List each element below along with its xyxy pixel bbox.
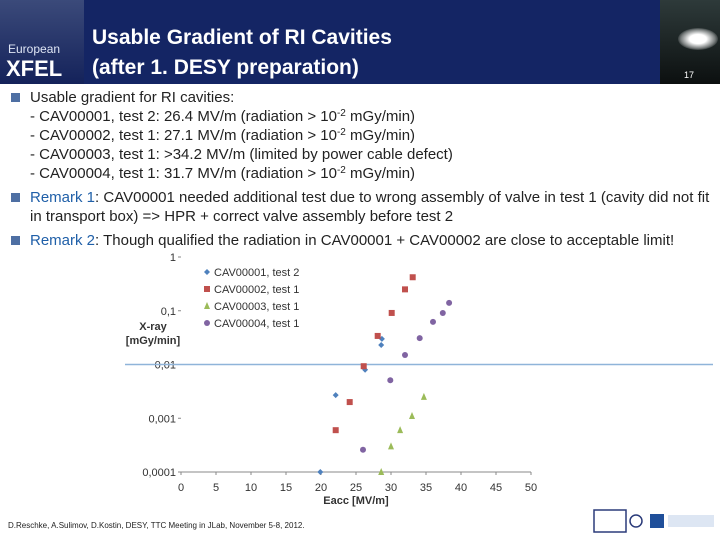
point	[388, 309, 395, 316]
x-tick-label: 5	[213, 482, 219, 494]
line-text: mGy/min)	[345, 127, 416, 144]
point	[409, 274, 416, 281]
legend-marker	[204, 269, 210, 275]
y-axis-label: X-ray	[139, 321, 167, 333]
bullets: Usable gradient for RI cavities: - CAV000…	[10, 88, 710, 255]
legend-marker	[204, 320, 210, 326]
logo: European XFEL	[0, 0, 84, 84]
sub-line: - CAV00002, test 1: 27.1 MV/m (radiation…	[30, 126, 710, 145]
x-tick-label: 40	[455, 482, 467, 494]
legend-marker	[204, 302, 210, 309]
y-tick-label: 0,1	[161, 306, 176, 318]
superscript: -2	[336, 127, 346, 138]
title-line: Usable Gradient of RI Cavities	[92, 26, 392, 49]
point	[378, 468, 385, 475]
superscript: -2	[336, 165, 346, 176]
line-text: mGy/min)	[345, 165, 416, 182]
point	[332, 392, 339, 399]
x-tick-label: 10	[245, 482, 257, 494]
sub-line: - CAV00004, test 1: 31.7 MV/m (radiation…	[30, 164, 710, 183]
x-tick-label: 35	[420, 482, 432, 494]
point	[416, 335, 423, 342]
footer: D.Reschke, A.Sulimov, D.Kostin, DESY, TT…	[8, 521, 305, 530]
x-tick-label: 20	[315, 482, 327, 494]
x-tick-label: 50	[525, 482, 537, 494]
bullet-text: : CAV00001 needed additional test due to…	[30, 189, 710, 225]
line-text: - CAV00002, test 1: 27.1 MV/m (radiation…	[30, 127, 337, 144]
page-number: 17	[684, 70, 695, 80]
logo-top: European	[8, 42, 61, 56]
title-line: (after 1. DESY preparation)	[92, 56, 359, 79]
remark-label: Remark 2	[30, 232, 96, 249]
legend-label: CAV00002, test 1	[214, 284, 299, 296]
y-tick-label: 1	[170, 252, 176, 264]
bullet: Usable gradient for RI cavities: - CAV000…	[10, 88, 710, 183]
line-text: - CAV00003, test 1: >34.2 MV/m (limited …	[30, 146, 453, 163]
point	[378, 342, 385, 349]
sub-line: - CAV00001, test 2: 26.4 MV/m (radiation…	[30, 107, 710, 126]
bullet-marker	[11, 93, 20, 102]
logo-band	[668, 515, 714, 527]
y-axis-label: [mGy/min]	[126, 335, 181, 347]
y-tick-label: 0,01	[155, 360, 176, 372]
point	[409, 412, 415, 420]
point	[360, 363, 367, 370]
remark-label: Remark 1	[30, 189, 96, 206]
glow	[678, 28, 718, 50]
y-tick-label: 0,001	[148, 413, 176, 425]
logo-box	[593, 509, 627, 533]
legend-label: CAV00001, test 2	[214, 267, 299, 279]
logo-bottom: XFEL	[6, 56, 63, 81]
logo-ring	[629, 514, 643, 528]
x-tick-label: 30	[385, 482, 397, 494]
line-text: - CAV00004, test 1: 31.7 MV/m (radiation…	[30, 165, 337, 182]
point	[402, 352, 408, 359]
title-bar: Usable Gradient of RI Cavities (after 1.…	[84, 0, 660, 84]
point	[346, 399, 353, 406]
sub-line: - CAV00003, test 1: >34.2 MV/m (limited …	[30, 145, 710, 164]
legend-label: CAV00003, test 1	[214, 301, 299, 313]
bullet-text: Usable gradient for RI cavities:	[30, 89, 235, 106]
bullet-marker	[11, 193, 20, 202]
point	[402, 286, 408, 293]
x-tick-label: 45	[490, 482, 502, 494]
point	[374, 332, 381, 339]
x-tick-label: 0	[178, 482, 184, 494]
point	[317, 469, 324, 475]
logo-square	[650, 514, 664, 528]
legend-marker	[204, 286, 210, 292]
x-tick-label: 25	[350, 482, 362, 494]
partner-logos	[593, 509, 714, 533]
point	[430, 318, 436, 325]
bullet: Remark 2: Though qualified the radiation…	[10, 231, 710, 250]
point	[360, 446, 366, 453]
y-tick-label: 0,0001	[142, 467, 176, 479]
point	[388, 442, 394, 450]
line-text: mGy/min)	[345, 108, 416, 125]
bullet: Remark 1: CAV00001 needed additional tes…	[10, 188, 710, 226]
x-tick-label: 15	[280, 482, 292, 494]
x-axis-label: Eacc [MV/m]	[323, 495, 389, 507]
superscript: -2	[336, 108, 346, 119]
point	[420, 392, 427, 400]
point	[387, 377, 394, 384]
point	[397, 426, 404, 434]
corner-image: 17	[660, 0, 720, 84]
point	[446, 299, 453, 306]
bullet-text: : Though qualified the radiation in CAV0…	[95, 232, 675, 249]
header: European XFEL Usable Gradient of RI Cavi…	[0, 0, 720, 84]
point	[332, 427, 339, 434]
legend-label: CAV00004, test 1	[214, 318, 299, 330]
point	[439, 309, 446, 316]
bullet-marker	[11, 236, 20, 245]
line-text: - CAV00001, test 2: 26.4 MV/m (radiation…	[30, 108, 337, 125]
